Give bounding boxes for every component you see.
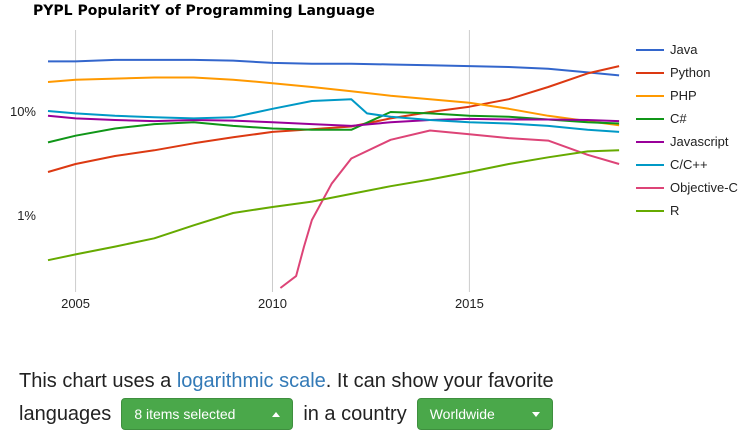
series-line-objective-c (279, 129, 620, 289)
x-tick-label: 2015 (455, 296, 484, 311)
legend-label: Objective-C (670, 180, 738, 195)
series-line-r (47, 149, 620, 262)
legend-swatch (636, 186, 664, 189)
country-select-label: Worldwide (429, 406, 495, 422)
country-select-button[interactable]: Worldwide (416, 398, 553, 430)
series-line-c-c- (47, 98, 620, 133)
series-line-javascript (47, 114, 620, 127)
chart-title: PYPL PopularitY of Programming Language (33, 3, 375, 19)
series-line-php (47, 76, 620, 127)
legend-swatch (636, 209, 664, 212)
chart-legend: Java Python PHP C# Javascript C/C++ Objective-… (636, 38, 738, 222)
legend-swatch (636, 163, 664, 166)
legend-item[interactable]: R (636, 199, 738, 222)
y-tick-label: 10% (10, 104, 36, 119)
caret-up-icon (272, 411, 281, 417)
legend-item[interactable]: PHP (636, 84, 738, 107)
chart-controls: This chart uses a logarithmic scale. It … (19, 365, 563, 431)
legend-item[interactable]: Java (636, 38, 738, 61)
legend-item[interactable]: Objective-C (636, 176, 738, 199)
legend-swatch (636, 48, 664, 51)
legend-item[interactable]: Python (636, 61, 738, 84)
legend-item[interactable]: Javascript (636, 130, 738, 153)
caret-down-icon (531, 411, 540, 417)
legend-label: Java (670, 42, 698, 57)
legend-swatch (636, 117, 664, 120)
legend-label: PHP (670, 88, 697, 103)
legend-swatch (636, 140, 664, 143)
legend-label: C/C++ (670, 157, 708, 172)
legend-label: Javascript (670, 134, 729, 149)
legend-swatch (636, 71, 664, 74)
x-tick-label: 2005 (61, 296, 90, 311)
logarithmic-scale-link[interactable]: logarithmic scale (176, 370, 326, 392)
legend-item[interactable]: C/C++ (636, 153, 738, 176)
y-tick-label: 1% (17, 208, 36, 223)
x-tick-label: 2010 (258, 296, 287, 311)
country-label: in a country (303, 402, 407, 425)
legend-label: C# (670, 111, 687, 126)
legend-label: R (670, 203, 680, 218)
language-multiselect-label: 8 items selected (134, 406, 236, 422)
languages-label: languages (19, 402, 112, 425)
scale-note-prefix: This chart uses a (19, 370, 177, 392)
legend-swatch (636, 94, 664, 97)
series-line-java (48, 58, 620, 77)
legend-item[interactable]: C# (636, 107, 738, 130)
scale-note-suffix: . It can show your favorite (325, 370, 554, 392)
series-line-python (47, 65, 620, 173)
legend-label: Python (670, 65, 711, 80)
series-line-c- (47, 111, 620, 144)
line-chart: 2005 2010 2015 1% 10% (10, 30, 620, 311)
language-multiselect-button[interactable]: 8 items selected (121, 398, 294, 430)
